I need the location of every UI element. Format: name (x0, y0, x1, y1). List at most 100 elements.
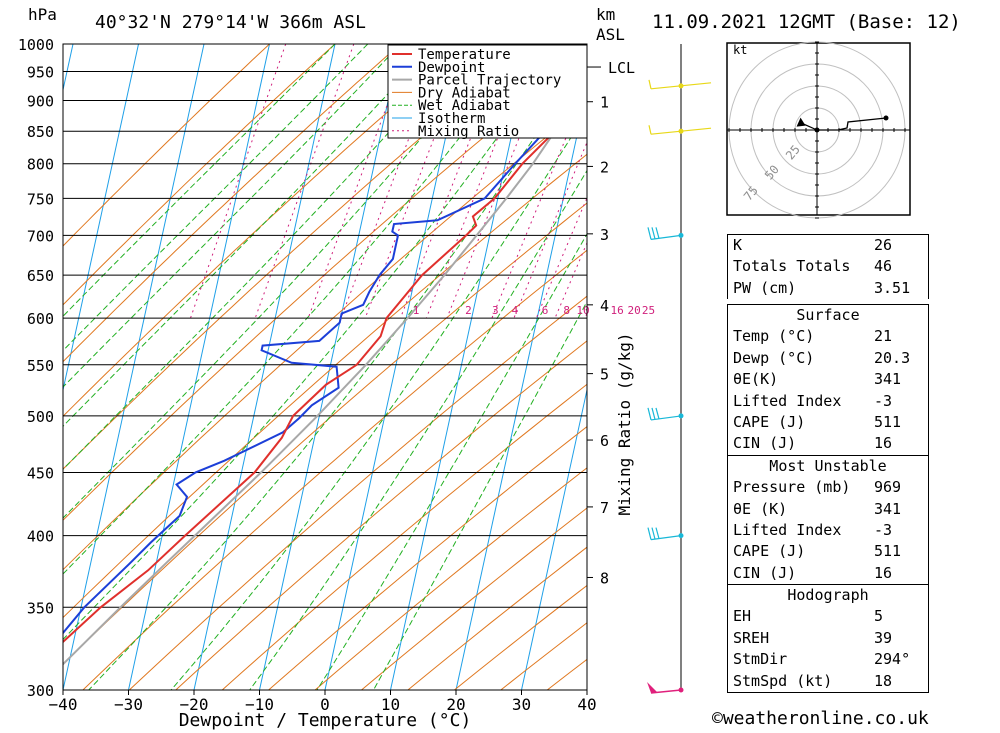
legend-label: Parcel Trajectory (418, 73, 561, 89)
hodograph-row: StmSpd (kt) 18 (728, 671, 928, 694)
surface-row: CIN (J) 16 (733, 434, 893, 453)
x-tick-label: 10 (381, 695, 400, 714)
dry-adiabat-line (63, 44, 532, 470)
dry-adiabat-line (314, 467, 587, 690)
hodograph-row: EH 5 (733, 607, 884, 626)
isotherm-line (128, 44, 270, 690)
km-tick-label: 4 (600, 297, 609, 315)
mixing-ratio-label: 1 (413, 304, 420, 317)
most-unstable-title: Most Unstable (728, 454, 928, 477)
surface-title: Surface (796, 306, 860, 324)
wind-barb-shaft (650, 535, 682, 541)
dry-adiabat-line (63, 44, 401, 363)
plot-frame (62, 43, 588, 691)
most-unstable-row: CAPE (J) 511 (733, 542, 902, 561)
wind-barb (651, 407, 656, 420)
isotherm-line (390, 44, 532, 690)
km-label: km (596, 5, 615, 24)
pressure-tick-label: 800 (27, 156, 54, 174)
mixing-ratio-axis-label: Mixing Ratio (g/kg) (615, 332, 634, 515)
wind-barb (647, 527, 652, 540)
surface-row: CAPE (J) 511 (733, 412, 902, 431)
pressure-tick-label: 500 (27, 408, 54, 426)
dry-adiabat-line (361, 507, 587, 690)
mixing-ratio-label: 16 (610, 304, 623, 317)
dry-adiabat-line (268, 426, 587, 690)
isotherm-line (63, 44, 205, 690)
isotherm-line (63, 44, 139, 393)
x-tick-label: 30 (512, 695, 531, 714)
x-tick-label: −30 (114, 695, 143, 714)
wind-pennant (647, 682, 657, 693)
most-unstable-row: CIN (J) 16 (733, 563, 893, 582)
mixing-ratio-label: 25 (642, 304, 655, 317)
isotherm-line (193, 44, 336, 690)
footer-credit: ©weatheronline.co.uk (712, 708, 929, 729)
dry-adiabat-line (63, 44, 270, 247)
surface-row: Lifted Index -3 (733, 391, 893, 410)
pressure-tick-label: 850 (27, 123, 54, 141)
legend-label: Dry Adiabat (418, 85, 511, 101)
most-unstable-row: Pressure (mb) 969 (733, 478, 902, 497)
wet-adiabat-line (63, 44, 565, 641)
most-unstable-row: θE (K) 341 (733, 499, 902, 518)
dry-adiabat-line (128, 295, 587, 690)
surface-row: Dewp (°C) 20.3 (733, 348, 911, 367)
mixing-ratio-label: 2 (465, 304, 472, 317)
parcel-trajectory-line (63, 78, 587, 666)
dry-adiabat-line (63, 51, 587, 521)
index-row-k: K 26 (733, 236, 893, 254)
x-tick-label: −20 (180, 695, 209, 714)
km-tick-label: 1 (600, 94, 609, 112)
mixing-ratio-label: 4 (512, 304, 519, 317)
x-axis-label: Dewpoint / Temperature (°C) (179, 710, 472, 731)
x-tick-label: 40 (577, 695, 596, 714)
wind-barb-shaft (650, 415, 682, 421)
isotherm-line (324, 44, 467, 690)
dewpoint-line (63, 62, 587, 635)
legend-label: Isotherm (418, 111, 485, 127)
hodograph-row: StmDir 294° (733, 650, 911, 669)
dry-adiabat-line (63, 44, 467, 418)
hodograph-unit: kt (733, 43, 747, 57)
mixing-ratio-label: 8 (563, 304, 570, 317)
pressure-tick-label: 600 (27, 310, 54, 328)
pressure-tick-label: 550 (27, 357, 54, 375)
legend-label: Wet Adiabat (418, 98, 511, 114)
isotherm-line (521, 387, 587, 690)
mixing-ratio-line (535, 196, 587, 319)
hpa-label: hPa (28, 5, 57, 24)
wind-barb (655, 407, 660, 420)
km-tick-label: 5 (600, 366, 609, 384)
temperature-line (63, 97, 587, 644)
wind-barb (647, 227, 652, 240)
wet-adiabat-line (249, 169, 587, 690)
legend-label: Temperature (418, 47, 511, 63)
storm-motion-marker (796, 117, 806, 127)
isotherm-line (0, 44, 8, 690)
mixing-ratio-line (513, 141, 587, 319)
wet-adiabat-line (63, 44, 434, 428)
wet-adiabat-line (170, 111, 587, 690)
wind-profile (647, 44, 712, 694)
km-tick-label: 7 (600, 499, 609, 517)
wind-barb (651, 527, 656, 540)
axes: 1 2 3 4 6 8 10 16 20 2530035040045050055060065070… (18, 36, 655, 714)
km-tick-label: 2 (600, 158, 609, 176)
pressure-tick-label: 300 (27, 682, 54, 700)
wet-adiabat-line (373, 300, 587, 690)
wind-barb (655, 227, 660, 239)
location-label: 40°32'N 279°14'W 366m ASL (95, 12, 366, 33)
pressure-tick-label: 1000 (18, 36, 54, 54)
dry-adiabat-line (175, 340, 587, 690)
wet-adiabat-line (63, 44, 500, 519)
lcl-label: LCL (608, 59, 635, 77)
wind-barb (655, 527, 660, 539)
wind-barb (651, 227, 656, 240)
hodograph-row: SREH 39 (733, 628, 893, 647)
km-tick-label: 3 (600, 226, 609, 244)
legend-label: Mixing Ratio (418, 124, 519, 140)
pressure-tick-label: 650 (27, 267, 54, 285)
